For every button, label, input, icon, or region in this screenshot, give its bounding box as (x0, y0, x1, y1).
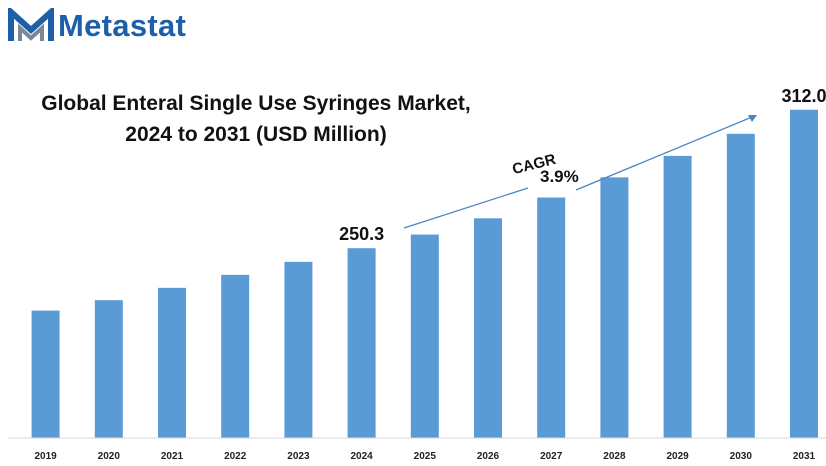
cagr-arrow-line-1 (403, 187, 529, 229)
chart-title-line-1: Global Enteral Single Use Syringes Marke… (41, 92, 471, 115)
brand-name: Metastat (58, 8, 187, 43)
bars-group (31, 109, 818, 439)
x-tick-label: 2028 (603, 451, 626, 462)
x-tick-label: 2023 (287, 451, 310, 462)
bar-2030 (726, 133, 755, 439)
x-tick-label: 2025 (414, 451, 437, 462)
logo: Metastat (8, 6, 186, 46)
bar-2026 (474, 218, 502, 438)
data-label-2031: 312.0 (781, 86, 826, 106)
x-tick-label: 2019 (34, 451, 57, 462)
chart-title-line-2: 2024 to 2031 (USD Million) (125, 123, 387, 146)
metastat-m-logo-icon (8, 8, 54, 41)
x-tick-label: 2031 (793, 451, 816, 462)
x-tick-label: 2030 (730, 451, 753, 462)
bar-2024 (347, 248, 376, 438)
x-tick-label: 2029 (666, 451, 689, 462)
bar-2019 (31, 310, 60, 438)
x-tick-label: 2020 (98, 451, 121, 462)
bar-2031 (790, 109, 818, 438)
bar-2023 (284, 261, 313, 438)
x-axis-ticks: 2019 2020 2021 2022 2023 2024 2025 2026 2027 2028… (34, 451, 815, 462)
bar-2027 (537, 197, 566, 438)
annotations-group: 250.3 312.0 (339, 86, 826, 244)
bar-2022 (221, 274, 250, 438)
cagr-arrow-line-2 (575, 116, 753, 191)
x-tick-label: 2024 (350, 451, 373, 462)
cagr-value: 3.9% (540, 167, 579, 186)
cagr-annotation: CAGR 3.9% (403, 115, 757, 229)
data-label-2024: 250.3 (339, 224, 384, 244)
x-tick-label: 2027 (540, 451, 563, 462)
cagr-arrowhead (748, 115, 757, 122)
chart-title: Global Enteral Single Use Syringes Marke… (16, 88, 496, 150)
x-tick-label: 2026 (477, 451, 500, 462)
bar-2020 (94, 300, 123, 438)
x-tick-label: 2021 (161, 451, 184, 462)
bar-2025 (410, 234, 439, 438)
bar-2029 (663, 155, 692, 438)
x-tick-label: 2022 (224, 451, 247, 462)
bar-2028 (600, 177, 629, 438)
bar-2021 (158, 287, 186, 438)
